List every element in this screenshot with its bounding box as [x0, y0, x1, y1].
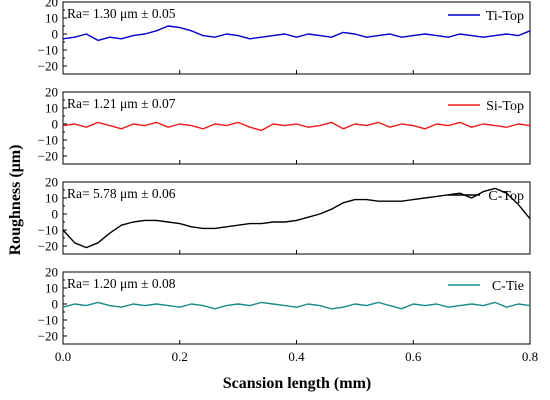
x-tick-label: 0.6	[405, 349, 422, 364]
legend-label: C-Top	[488, 189, 524, 204]
ra-annotation: Ra= 1.21 μm ± 0.07	[67, 96, 176, 111]
ra-annotation: Ra= 1.30 μm ± 0.05	[67, 6, 176, 21]
x-tick-label: 0.8	[522, 349, 538, 364]
y-tick-label: 10	[45, 101, 58, 116]
y-tick-label: 10	[45, 281, 58, 296]
y-axis-label: Roughness (μm)	[7, 145, 24, 256]
series-line-c-tie	[62, 301, 531, 310]
y-tick-label: 20	[45, 175, 58, 190]
y-tick-label: 0	[52, 27, 59, 42]
y-tick-label: 0	[52, 297, 59, 312]
series-line-ti-top	[62, 25, 531, 42]
y-tick-label: 20	[45, 265, 58, 280]
y-tick-label: −10	[38, 43, 58, 58]
x-tick-label: 0.4	[288, 349, 305, 364]
y-tick-label: −20	[38, 239, 58, 254]
y-tick-label: 0	[52, 207, 59, 222]
ra-annotation: Ra= 5.78 μm ± 0.06	[67, 186, 176, 201]
y-tick-label: −20	[38, 59, 58, 74]
x-axis: 0.0 0.2 0.4 0.6 0.8	[55, 349, 538, 364]
x-axis-label: Scansion length (mm)	[223, 375, 371, 392]
legend-label: C-Tie	[492, 279, 524, 294]
ra-annotation: Ra= 1.20 μm ± 0.08	[67, 276, 176, 291]
y-tick-label: 20	[45, 0, 58, 10]
y-tick-label: −10	[38, 133, 58, 148]
y-tick-label: 10	[45, 191, 58, 206]
legend-label: Si-Top	[486, 99, 524, 114]
series-line-si-top	[62, 121, 531, 132]
legend-label: Ti-Top	[486, 9, 524, 24]
y-tick-label: −10	[38, 313, 58, 328]
x-tick-label: 0.0	[55, 349, 71, 364]
y-tick-label: −10	[38, 223, 58, 238]
y-tick-label: 10	[45, 11, 58, 26]
y-tick-label: −20	[38, 329, 58, 344]
y-tick-label: −20	[38, 149, 58, 164]
x-tick-label: 0.2	[172, 349, 188, 364]
y-tick-label: 20	[45, 85, 58, 100]
y-tick-label: 0	[52, 117, 59, 132]
